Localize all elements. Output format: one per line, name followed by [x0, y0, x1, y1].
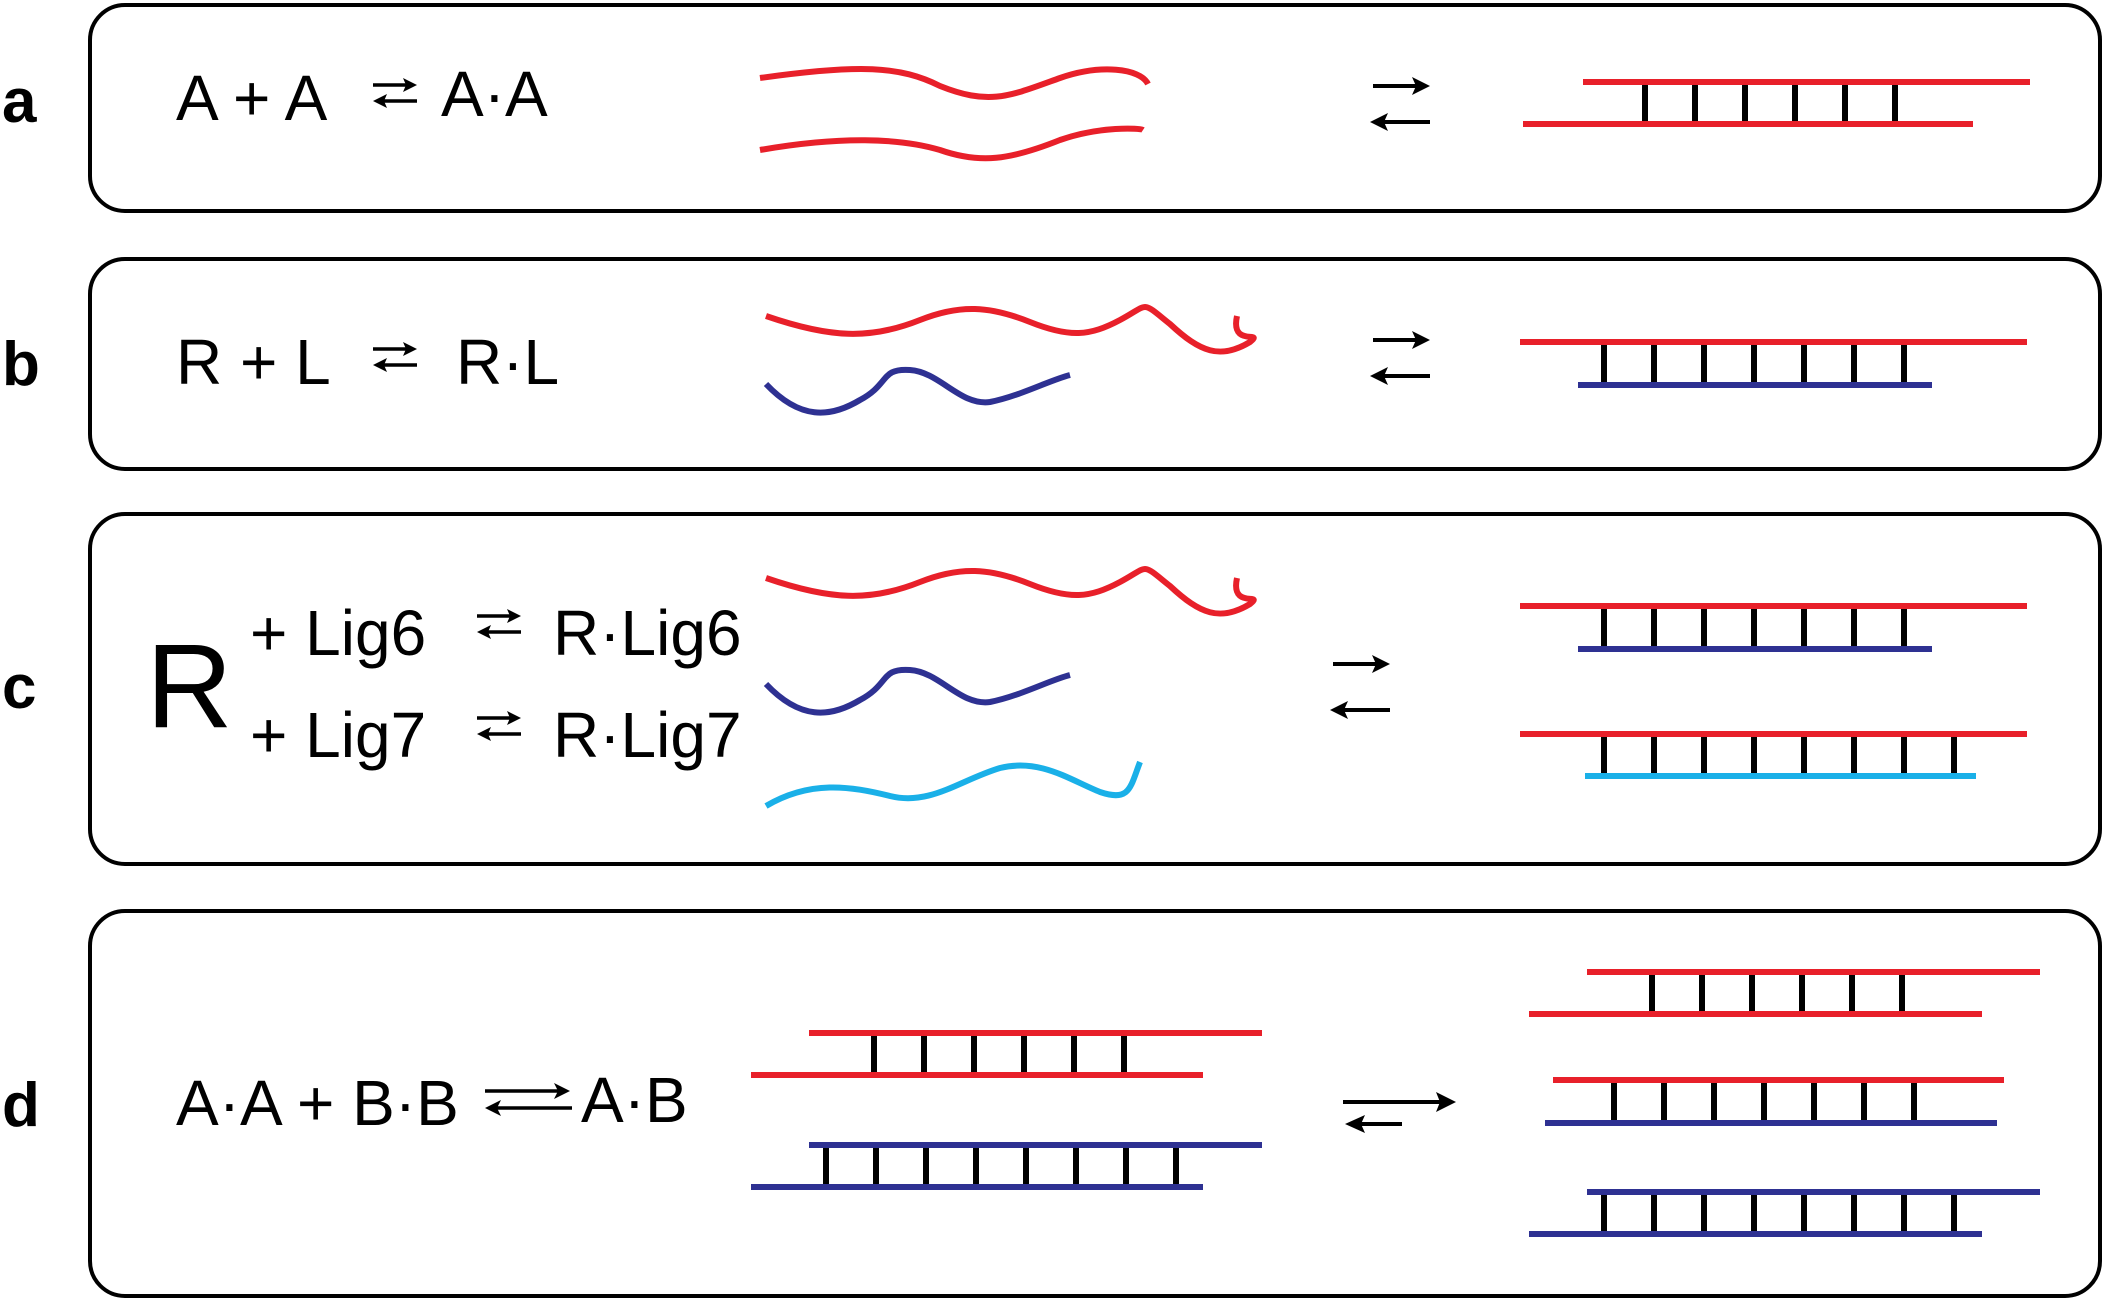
duplex-aa — [751, 1030, 1262, 1078]
equation-reactants: A + A — [176, 62, 328, 134]
equation-reactant-lig6: + Lig6 — [250, 597, 426, 669]
panel-c-frame — [88, 512, 2102, 866]
panel-letter-b: b — [2, 330, 40, 399]
equilibrium-arrows-lig7 — [475, 709, 523, 743]
panel-letter-d: d — [2, 1071, 40, 1140]
equilibrium-arrows — [371, 76, 419, 110]
equilibrium-arrows-lig6 — [475, 607, 523, 641]
strand-a-2 — [759, 125, 1145, 162]
equation-product: A·A — [441, 58, 548, 130]
equation-reactant-lig7: + Lig7 — [250, 699, 426, 771]
duplex-bb — [751, 1142, 1262, 1190]
equation-product-lig7: R·Lig7 — [553, 699, 742, 771]
big-equilibrium-arrows — [1370, 331, 1430, 385]
equation-product: A·B — [581, 1064, 688, 1136]
duplex-ab-right — [1545, 1077, 2004, 1126]
panel-a-frame — [88, 3, 2102, 213]
panel-d-frame — [88, 909, 2102, 1298]
strand-r — [765, 566, 1257, 617]
big-equilibrium-arrows — [1343, 1092, 1456, 1133]
strand-l — [763, 366, 1071, 416]
panel-c: c R + Lig6 R·Lig6 + Lig7 R·Lig7 — [2, 512, 2102, 866]
duplex-a — [1523, 79, 2030, 127]
big-equilibrium-arrows — [1370, 77, 1430, 131]
strand-lig6 — [763, 666, 1071, 716]
panel-a: a A + A A·A — [2, 3, 2102, 213]
panel-b-frame — [88, 257, 2102, 471]
duplex-c2 — [1520, 731, 2027, 779]
equation-reactants: A·A + B·B — [176, 1067, 459, 1139]
duplex-b — [1520, 339, 2027, 388]
equilibrium-arrows — [485, 1083, 572, 1116]
big-equilibrium-arrows — [1330, 655, 1390, 719]
equation-receptor: R — [146, 619, 233, 753]
equation-reactants: R + L — [176, 326, 331, 398]
strand-lig7 — [764, 760, 1143, 809]
equilibrium-arrows — [371, 340, 419, 374]
equation-product-lig6: R·Lig6 — [553, 597, 742, 669]
panel-letter-c: c — [2, 653, 36, 722]
panel-letter-a: a — [2, 67, 37, 136]
panel-b: b R + L R·L — [2, 257, 2102, 471]
duplex-bb-right — [1529, 1189, 2040, 1237]
strand-r — [765, 304, 1257, 355]
equation-product: R·L — [456, 326, 559, 398]
strand-a-1 — [759, 65, 1151, 100]
panel-d: d A·A + B·B A·B — [2, 909, 2102, 1298]
duplex-c1 — [1520, 603, 2027, 652]
duplex-aa-right — [1529, 969, 2040, 1017]
